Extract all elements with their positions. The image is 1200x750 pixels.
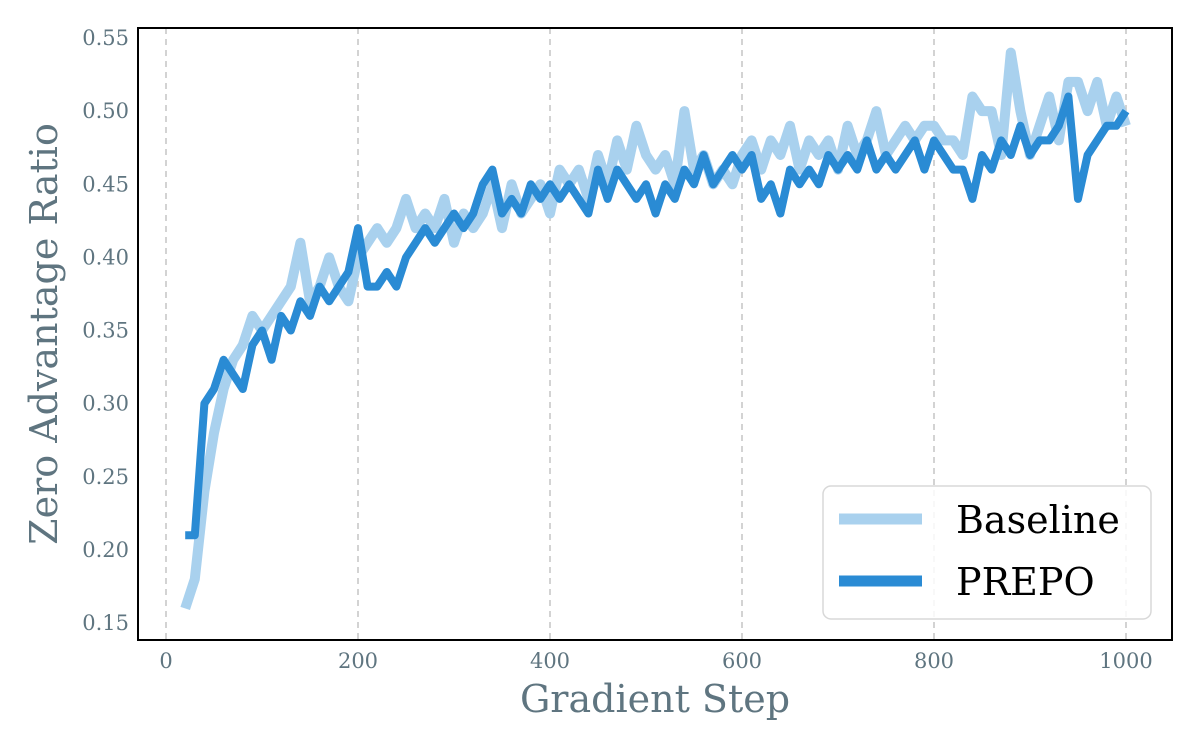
y-tick-label: 0.20 — [82, 538, 129, 562]
legend: Baseline PREPO — [822, 485, 1152, 620]
y-tick-label: 0.40 — [82, 245, 129, 269]
plot-area — [180, 47, 1131, 610]
y-axis-ticks: 0.15 0.20 0.25 0.30 0.35 0.40 0.45 0.50 0.55 — [82, 26, 129, 635]
x-tick-label: 600 — [722, 649, 762, 673]
legend-label-prepo: PREPO — [956, 560, 1095, 604]
plot-frame — [137, 27, 1173, 641]
y-tick-label: 0.25 — [82, 465, 129, 489]
legend-label-baseline: Baseline — [956, 498, 1120, 542]
y-axis-title: Zero Advantage Ratio — [22, 123, 66, 545]
y-tick-label: 0.45 — [82, 172, 129, 196]
y-tick-label: 0.55 — [82, 26, 129, 50]
x-axis-ticks: 0 200 400 600 800 1000 — [159, 649, 1152, 673]
y-tick-label: 0.30 — [82, 392, 129, 416]
x-tick-label: 1000 — [1099, 649, 1152, 673]
y-tick-label: 0.15 — [82, 611, 129, 635]
x-tick-label: 800 — [914, 649, 954, 673]
series-line-baseline — [180, 47, 1131, 610]
x-tick-label: 0 — [159, 649, 172, 673]
x-tick-label: 200 — [338, 649, 378, 673]
x-axis-title: Gradient Step — [520, 677, 790, 721]
series-line-prepo — [185, 92, 1130, 540]
y-tick-label: 0.35 — [82, 319, 129, 343]
y-tick-label: 0.50 — [82, 99, 129, 123]
x-tick-label: 400 — [530, 649, 570, 673]
